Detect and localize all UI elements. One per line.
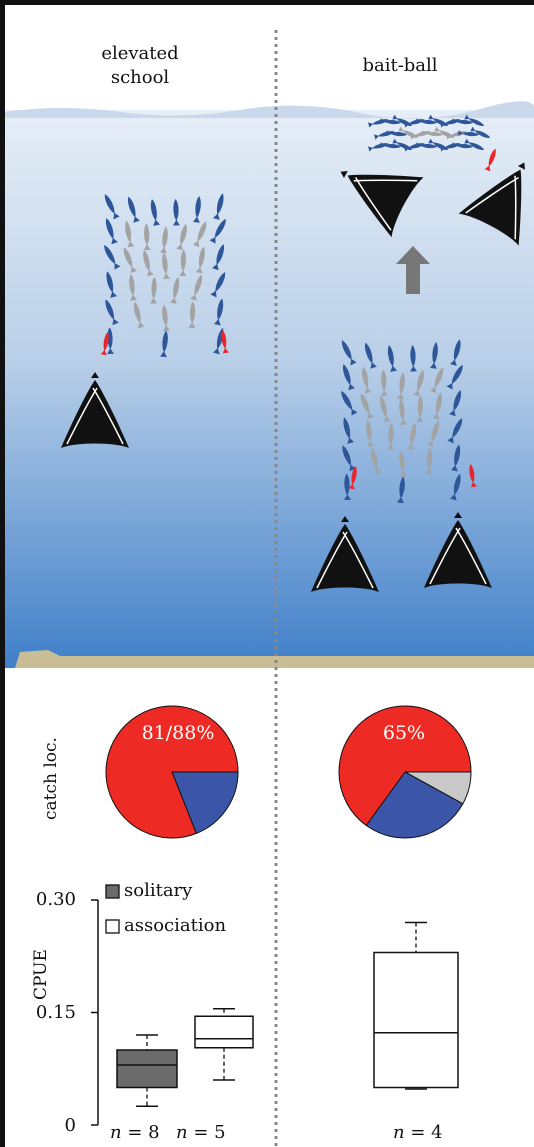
box: [116, 1049, 178, 1089]
water-surface: [5, 101, 534, 119]
y-tick-label: 0.30: [35, 889, 76, 910]
legend-swatch-solitary: [105, 884, 120, 899]
pie-slice: [338, 705, 472, 827]
sample-size-label: n = 8: [110, 1122, 160, 1143]
cpue-boxplot: [91, 884, 459, 1126]
sample-size-value: 4: [431, 1122, 443, 1143]
catch-location-pie-bait-ball: [338, 705, 472, 839]
catch-location-pie-elevated-school: [105, 705, 239, 839]
catch-location-axis-label: catch loc.: [41, 737, 61, 820]
box: [373, 951, 459, 1089]
legend-label-solitary: solitary: [124, 880, 193, 901]
seafloor: [15, 650, 534, 668]
water: [5, 110, 534, 668]
y-tick-label: 0.15: [35, 1002, 76, 1023]
sample-size-label: n = 5: [176, 1122, 226, 1143]
pie-slice: [105, 705, 239, 839]
column-title-line: school: [110, 67, 170, 88]
column-title-bait-ball: bait-ball: [362, 55, 438, 76]
sample-size-label: n = 4: [393, 1122, 443, 1143]
legend-label-association: association: [124, 915, 227, 936]
box: [194, 1015, 254, 1049]
column-title-elevated-school: elevated school: [70, 42, 210, 90]
y-tick-label: 0: [64, 1115, 76, 1136]
sample-size-value: 5: [214, 1122, 226, 1143]
cpue-axis-label: CPUE: [31, 949, 51, 1000]
pie-label-elevated-school: 81/88%: [141, 722, 215, 744]
pie-label-bait-ball: 65%: [382, 722, 426, 744]
pie-slice: [365, 771, 464, 839]
column-title-line: elevated: [101, 43, 179, 64]
pie-slice: [171, 771, 239, 835]
up-arrow-icon: [396, 246, 430, 294]
sample-size-value: 8: [148, 1122, 160, 1143]
legend-swatch-association: [105, 919, 120, 934]
